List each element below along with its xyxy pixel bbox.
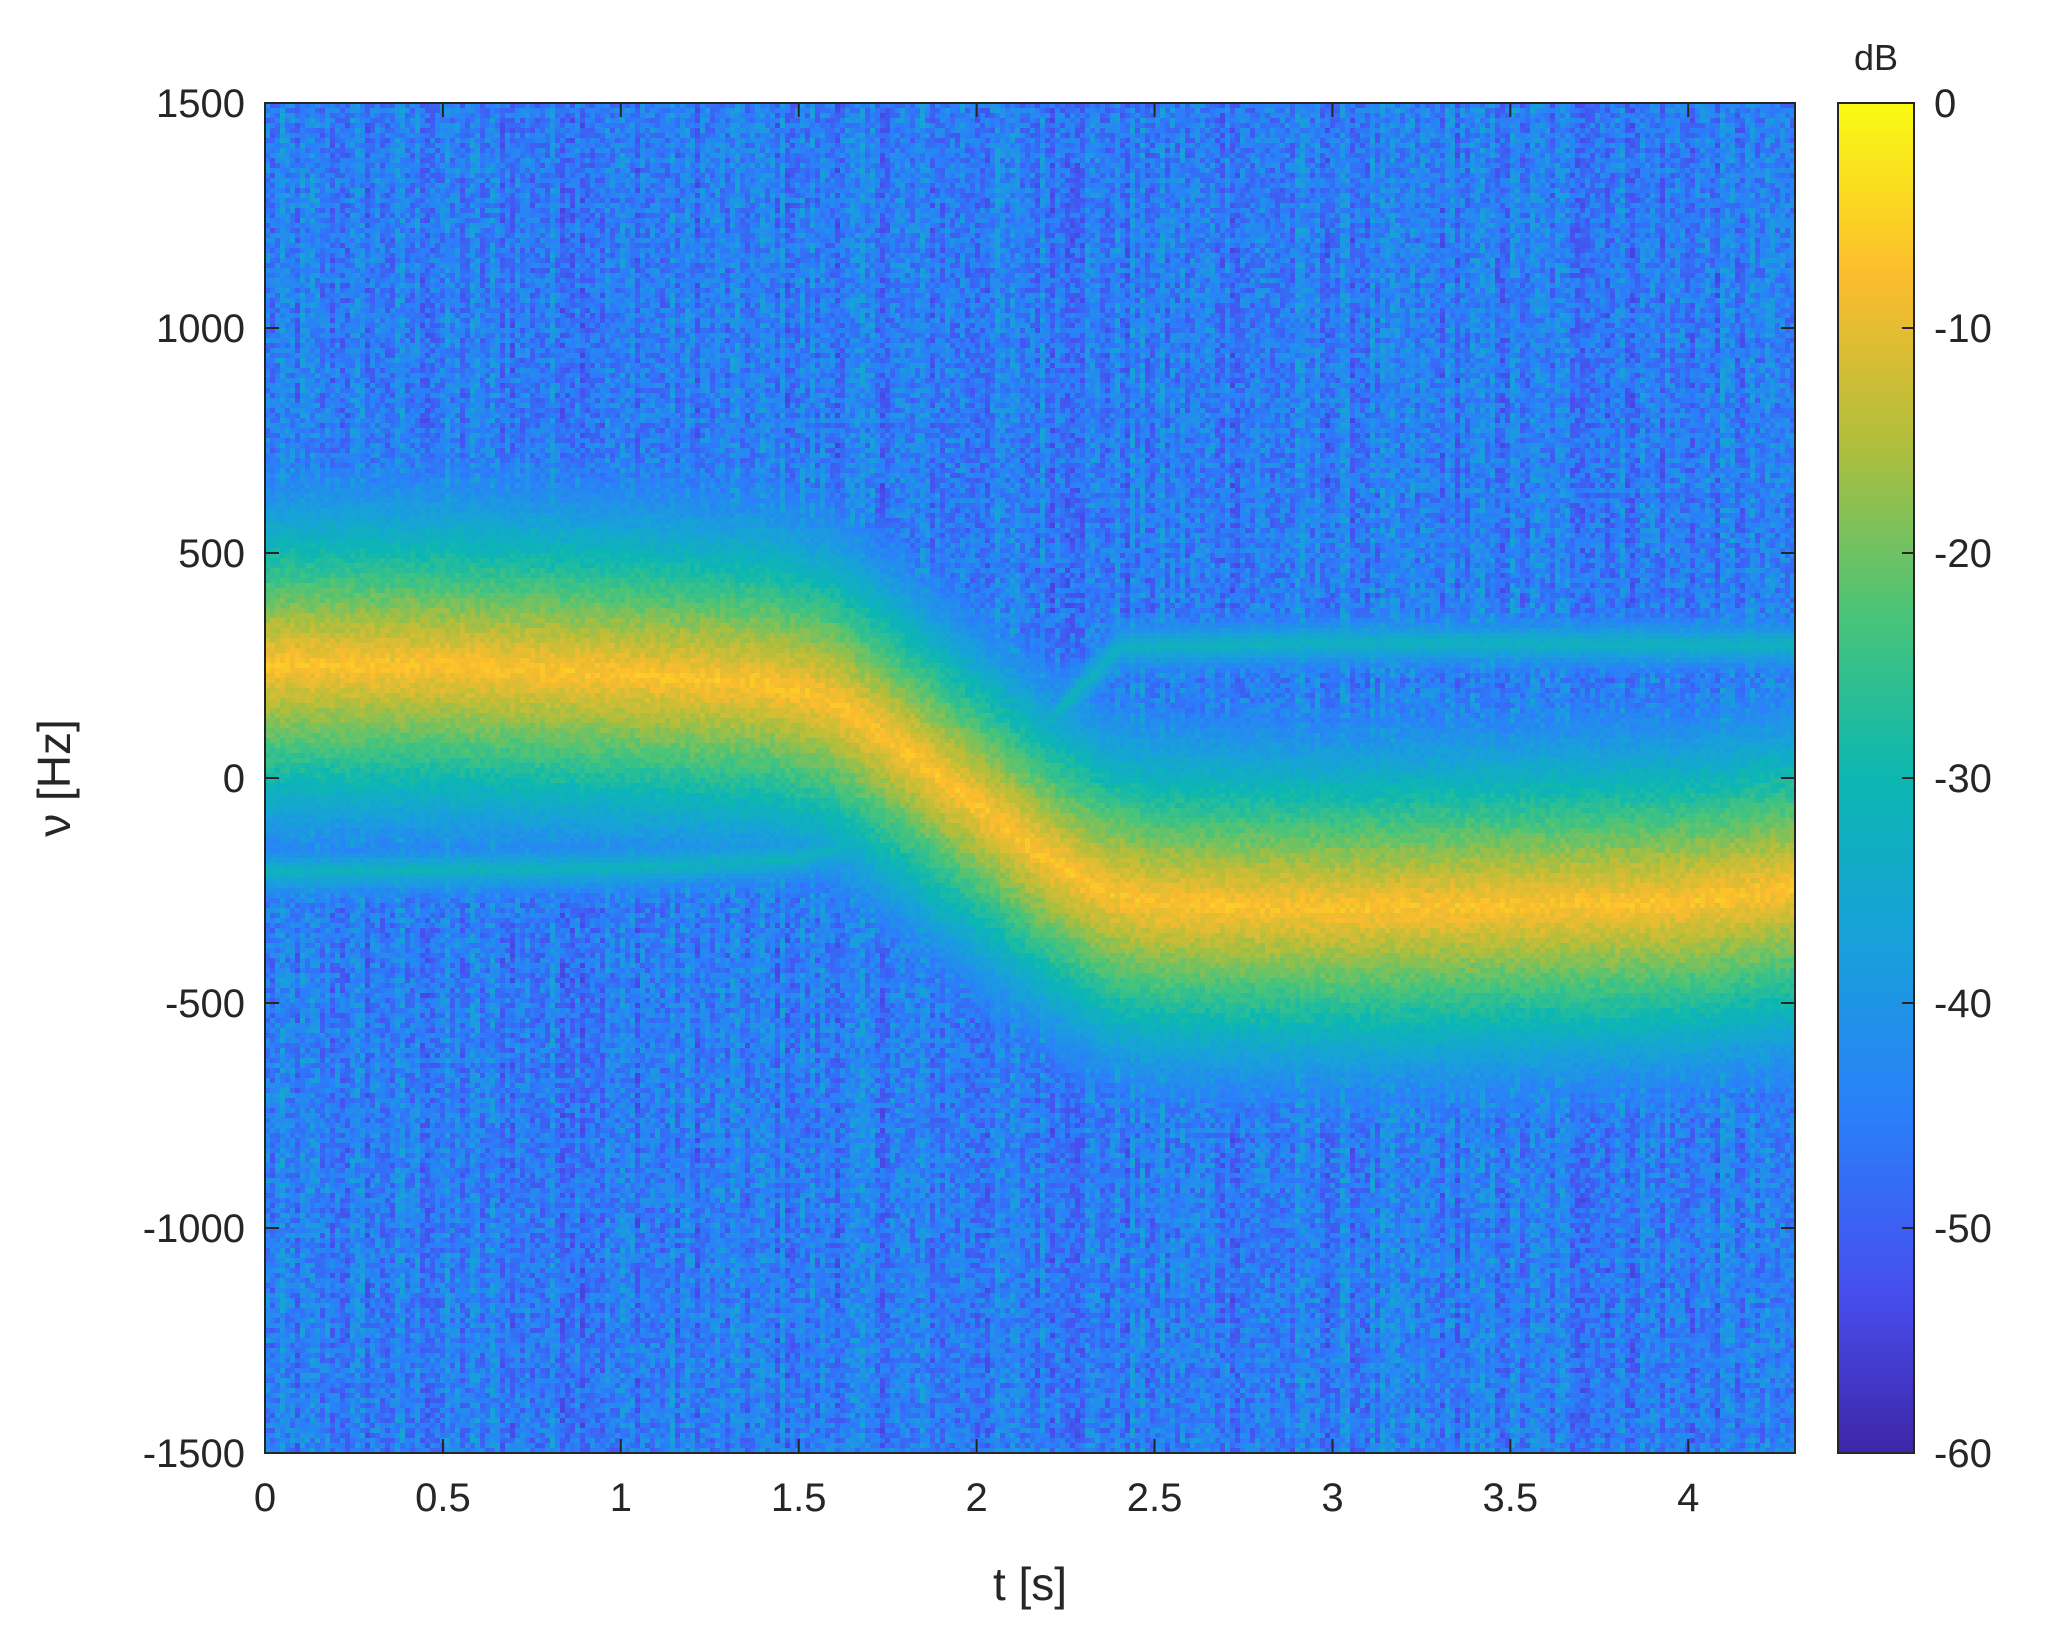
x-axis-ticks: 0 0.5 1 1.5 2 2.5 3 3.5 4 — [254, 103, 1699, 1520]
y-tick-label: -500 — [165, 982, 245, 1026]
x-tick-label: 1 — [610, 1476, 632, 1520]
y-tick-label: 0 — [223, 757, 245, 801]
x-tick-label: 0 — [254, 1476, 276, 1520]
y-tick-label: 500 — [178, 532, 245, 576]
y-axis-ticks: 1500 1000 500 0 -500 -1000 -1500 — [143, 82, 1795, 1476]
y-tick-label: -1500 — [143, 1432, 245, 1476]
x-tick-label: 2.5 — [1127, 1476, 1183, 1520]
colorbar-tick-label: -10 — [1934, 307, 1992, 351]
colorbar-tick-label: -40 — [1934, 982, 1992, 1026]
y-tick-label: 1500 — [156, 82, 245, 126]
colorbar-ticks: 0 -10 -20 -30 -40 -50 -60 — [1902, 82, 1992, 1476]
colorbar-gradient — [1838, 103, 1914, 1453]
y-tick-label: -1000 — [143, 1207, 245, 1251]
x-tick-label: 1.5 — [771, 1476, 827, 1520]
colorbar-title: dB — [1854, 37, 1898, 78]
colorbar-tick-label: 0 — [1934, 82, 1956, 126]
x-tick-label: 2 — [966, 1476, 988, 1520]
colorbar-tick-label: -50 — [1934, 1207, 1992, 1251]
y-tick-label: 1000 — [156, 307, 245, 351]
colorbar-tick-label: -60 — [1934, 1432, 1992, 1476]
x-tick-label: 3.5 — [1483, 1476, 1539, 1520]
x-tick-label: 4 — [1677, 1476, 1699, 1520]
colorbar-tick-label: -30 — [1934, 757, 1992, 801]
colorbar-tick-label: -20 — [1934, 532, 1992, 576]
plot-frame — [264, 102, 1796, 1454]
x-tick-label: 3 — [1321, 1476, 1343, 1520]
y-axis-label: ν [Hz] — [28, 719, 80, 837]
x-tick-label: 0.5 — [415, 1476, 471, 1520]
x-axis-label: t [s] — [993, 1558, 1067, 1610]
spectrogram-heatmap — [265, 103, 1795, 1453]
